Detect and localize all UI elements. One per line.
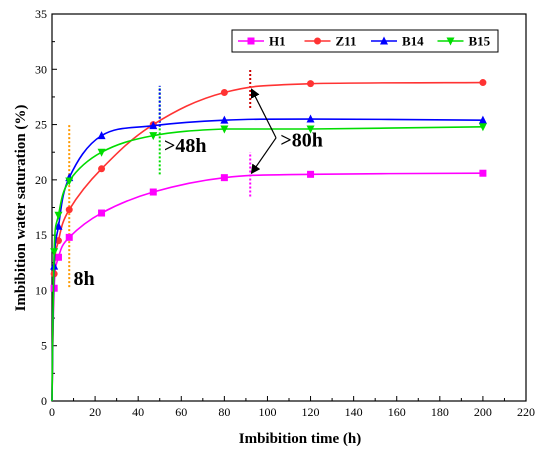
series-b14: [50, 114, 487, 402]
x-tick-label: 20: [89, 405, 101, 419]
data-point: [380, 36, 388, 45]
series-lines: [50, 79, 487, 402]
data-point: [54, 211, 63, 220]
data-point: [65, 233, 73, 241]
data-point: [306, 125, 315, 134]
data-point: [220, 174, 228, 182]
plot-frame: [51, 13, 527, 402]
annotation-label: >48h: [164, 135, 207, 157]
x-tick-label: 160: [388, 405, 406, 419]
vertical-markers: [68, 69, 252, 288]
data-point: [220, 89, 228, 97]
data-point: [314, 37, 321, 45]
data-point: [307, 80, 315, 88]
data-point: [54, 253, 62, 261]
data-point: [307, 170, 315, 178]
arrow: [250, 88, 277, 139]
legend-box: [231, 29, 499, 53]
legend-item-b15: B15: [437, 34, 491, 49]
data-point: [98, 165, 106, 173]
y-tick-label: 10: [35, 283, 47, 297]
y-tick-label: 30: [35, 62, 47, 76]
annotation-label: >80h: [280, 130, 323, 152]
data-point: [149, 188, 157, 196]
x-tick-label: 120: [302, 405, 320, 419]
data-point: [50, 248, 59, 257]
series-h1: [50, 169, 487, 402]
series-line: [51, 125, 483, 402]
data-point: [478, 123, 487, 132]
legend-label: H1: [269, 34, 286, 49]
series-line: [51, 118, 483, 402]
axes: 0 20 40 60 80 100 120 140 160 180 200 220 0 5 10 15 20 25…: [35, 7, 535, 419]
y-tick-label: 5: [41, 339, 47, 353]
y-tick-label: 20: [35, 173, 47, 187]
x-tick-label: 80: [218, 405, 230, 419]
x-tick-label: 100: [258, 405, 276, 419]
data-point: [306, 114, 315, 123]
legend: H1 Z11 B14 B15: [231, 29, 499, 53]
legend-label: B15: [469, 34, 491, 49]
arrow: [250, 137, 277, 175]
data-point: [478, 115, 487, 124]
data-point: [97, 148, 106, 157]
data-point: [65, 177, 74, 186]
data-point: [220, 125, 229, 134]
y-tick-label: 25: [35, 118, 47, 132]
data-point: [220, 115, 229, 124]
x-tick-label: 0: [49, 405, 55, 419]
data-point: [247, 37, 255, 45]
legend-label: B14: [402, 34, 424, 49]
data-point: [479, 169, 487, 177]
legend-item-h1: H1: [238, 34, 286, 49]
x-axis-title: Imbibition time (h): [239, 431, 362, 447]
legend-label: Z11: [336, 34, 357, 49]
legend-item-z11: Z11: [304, 34, 357, 49]
data-point: [98, 209, 106, 217]
annotations: 8h >48h >80h: [74, 88, 323, 290]
annotation-label: 8h: [74, 268, 95, 290]
data-point: [65, 206, 73, 214]
x-tick-label: 180: [431, 405, 449, 419]
x-tick-label: 40: [132, 405, 144, 419]
series-b15: [50, 123, 487, 402]
x-tick-label: 200: [474, 405, 492, 419]
x-tick-label: 140: [345, 405, 363, 419]
y-tick-label: 35: [35, 7, 47, 21]
data-point: [97, 131, 106, 140]
data-point: [479, 79, 487, 87]
y-tick-label: 0: [41, 394, 47, 408]
y-axis-title: Imbibition water saturation (%): [13, 105, 29, 312]
data-point: [149, 121, 158, 130]
data-point: [149, 132, 158, 141]
x-tick-label: 220: [517, 405, 535, 419]
y-tick-label: 15: [35, 228, 47, 242]
x-tick-label: 60: [175, 405, 187, 419]
series-line: [51, 172, 483, 402]
data-point: [54, 221, 63, 230]
data-point: [446, 37, 455, 46]
legend-item-b14: B14: [371, 34, 424, 49]
